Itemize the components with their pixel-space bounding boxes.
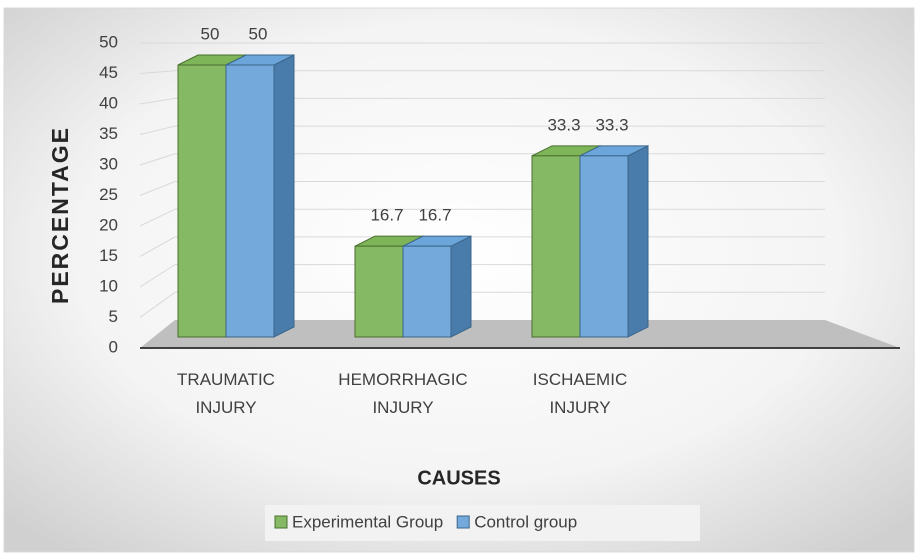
y-tick-label: 45 [99, 63, 118, 82]
bar [531, 155, 581, 338]
y-tick-label: 5 [109, 307, 118, 326]
bar [402, 245, 452, 338]
bar [354, 245, 404, 338]
bar [579, 155, 629, 338]
y-tick-label: 40 [99, 93, 118, 112]
grid-line [139, 70, 825, 74]
grid-line [139, 125, 825, 135]
grid-line [139, 97, 825, 105]
data-label: 16.7 [370, 206, 403, 225]
bar-side [273, 54, 295, 338]
y-tick-label: 0 [109, 337, 118, 356]
data-label: 33.3 [547, 115, 580, 134]
y-tick-label: 20 [99, 215, 118, 234]
data-label: 33.3 [595, 115, 628, 134]
y-tick-label: 25 [99, 185, 118, 204]
x-axis-title: CAUSES [417, 467, 500, 489]
x-tick-label: HEMORRHAGIC INJURY [338, 370, 468, 417]
y-tick-label: 15 [99, 246, 118, 265]
y-tick-label: 35 [99, 124, 118, 143]
bar-side [627, 145, 649, 338]
legend-swatch [274, 515, 288, 529]
x-tick-label: ISCHAEMIC INJURY [532, 370, 628, 417]
y-tick-label: 50 [99, 32, 118, 51]
data-label: 50 [201, 24, 220, 43]
bar [177, 64, 227, 338]
legend-label: Experimental Group [292, 512, 443, 531]
legend-box [265, 505, 700, 541]
y-axis-title: PERCENTAGE [47, 126, 73, 304]
legend-label: Control group [474, 512, 577, 531]
y-tick-label: 10 [99, 276, 118, 295]
x-tick-label: TRAUMATIC INJURY [177, 370, 275, 417]
data-label: 16.7 [418, 206, 451, 225]
legend-swatch [456, 515, 470, 529]
bar-side [450, 235, 472, 338]
y-tick-label: 30 [99, 154, 118, 173]
floor [140, 320, 900, 348]
bar [225, 64, 275, 338]
data-label: 50 [249, 24, 268, 43]
